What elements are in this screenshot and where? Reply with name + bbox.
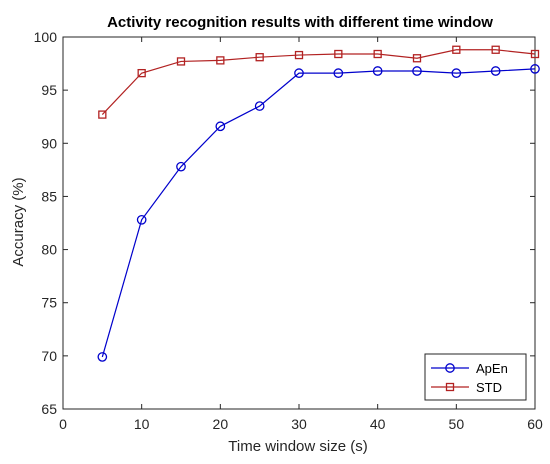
legend-label-std: STD xyxy=(476,380,502,395)
data-point-std xyxy=(530,49,540,59)
legend-box xyxy=(424,353,527,401)
x-tick-label: 0 xyxy=(59,416,67,432)
series-line-std xyxy=(101,49,536,116)
data-point-apen xyxy=(490,66,501,76)
data-point-apen xyxy=(333,68,344,78)
data-point-std xyxy=(98,110,107,119)
data-point-apen xyxy=(97,352,108,362)
data-point-std xyxy=(491,45,500,54)
legend-label-apen: ApEn xyxy=(476,361,508,376)
y-axis-label: Accuracy (%) xyxy=(10,177,27,266)
x-tick-label: 40 xyxy=(370,416,386,432)
axes-box xyxy=(62,36,536,410)
y-tick-label: 95 xyxy=(41,82,57,98)
data-point-std xyxy=(176,57,186,66)
x-tick-label: 50 xyxy=(449,416,465,432)
y-tick-label: 100 xyxy=(34,29,58,45)
x-tick-label: 10 xyxy=(134,416,150,432)
data-point-std xyxy=(137,68,146,78)
chart-title: Activity recognition results with differ… xyxy=(107,14,493,31)
data-point-std xyxy=(255,53,264,62)
series-line-apen xyxy=(101,68,536,358)
data-point-apen xyxy=(136,214,147,225)
y-tick-label: 90 xyxy=(41,135,57,151)
data-point-std xyxy=(294,50,304,60)
y-tick-label: 85 xyxy=(41,188,57,204)
data-point-apen xyxy=(372,66,383,76)
data-point-std xyxy=(334,49,343,59)
data-point-std xyxy=(216,56,225,65)
legend-marker-apen xyxy=(445,363,455,373)
data-point-apen xyxy=(176,161,186,172)
data-point-std xyxy=(412,54,422,63)
y-tick-label: 70 xyxy=(41,348,57,364)
x-tick-label: 20 xyxy=(213,416,229,432)
data-point-apen xyxy=(254,101,265,111)
data-point-std xyxy=(373,49,382,59)
data-point-std xyxy=(452,45,461,54)
x-tick-label: 60 xyxy=(527,416,543,432)
y-tick-label: 80 xyxy=(41,242,57,258)
y-tick-label: 65 xyxy=(41,401,57,417)
data-point-apen xyxy=(412,66,422,76)
plot-area: 0 10 20 30 40 50 60 65 70 75 80 85 90 95 100 ApEn STD xyxy=(34,29,543,432)
legend-marker-std xyxy=(445,382,455,392)
x-axis-label: Time window size (s) xyxy=(228,438,367,455)
data-point-apen xyxy=(215,121,226,132)
data-point-apen xyxy=(530,64,540,74)
x-tick-label: 30 xyxy=(291,416,307,432)
data-point-apen xyxy=(294,68,304,78)
data-point-apen xyxy=(451,68,462,78)
y-tick-label: 75 xyxy=(41,295,57,311)
